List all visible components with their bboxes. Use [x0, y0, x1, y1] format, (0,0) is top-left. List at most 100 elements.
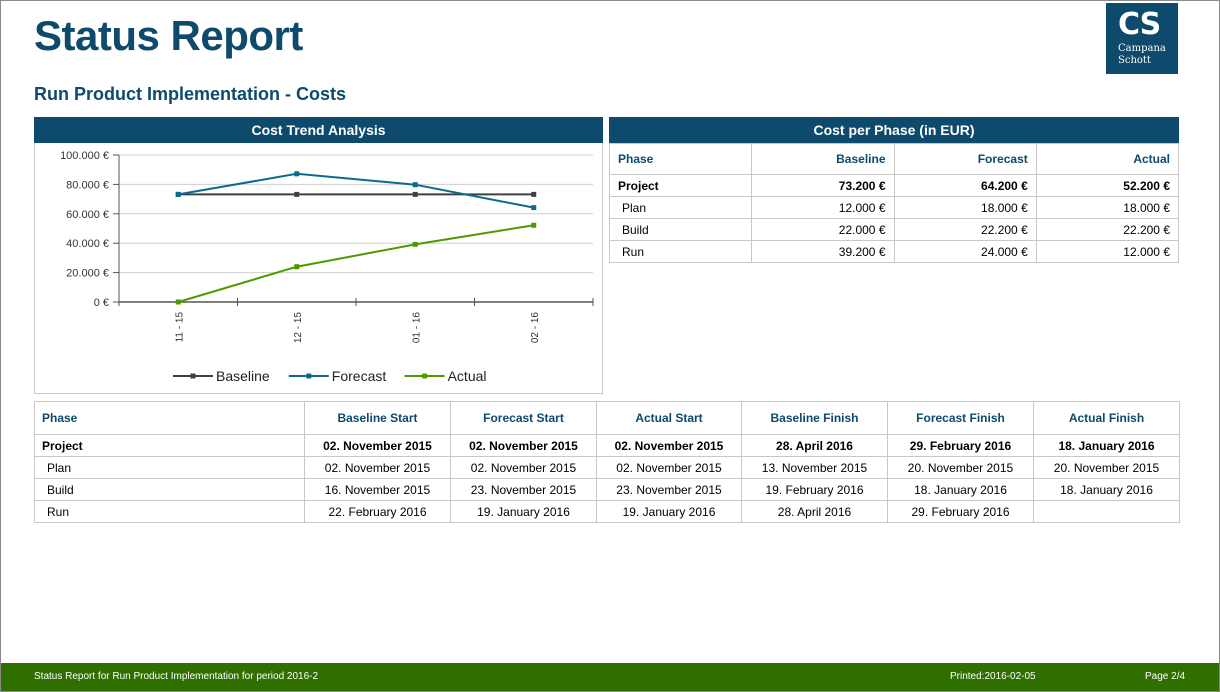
cell-actual-finish: [1033, 500, 1180, 523]
cell-forecast-finish: 18. January 2016: [887, 478, 1034, 501]
data-point-actual: [175, 299, 181, 305]
legend-label-actual: Actual: [448, 368, 487, 384]
table-row: Build 22.000 € 22.200 € 22.200 €: [608, 218, 1180, 241]
logo-name-line2: Schott: [1118, 55, 1151, 66]
cell-baseline-finish: 28. April 2016: [741, 500, 888, 523]
cell-baseline-start: 16. November 2015: [304, 478, 451, 501]
cell-actual-start: 23. November 2015: [596, 478, 742, 501]
data-point-forecast: [175, 191, 181, 197]
column-header-phase: Phase: [608, 143, 753, 175]
cell-actual: 18.000 €: [1035, 196, 1180, 219]
column-header-forecast-start: Forecast Start: [450, 401, 597, 435]
cost-trend-chart: 0 € 20.000 € 40.000 € 60.000 € 80.000 € 100.0…: [60, 150, 594, 384]
legend-marker-baseline: [190, 373, 196, 379]
cell-baseline: 12.000 €: [751, 196, 895, 219]
cell-actual: 22.200 €: [1035, 218, 1180, 241]
cell-baseline-finish: 13. November 2015: [741, 456, 888, 479]
table-row: Project 02. November 2015 02. November 2…: [34, 434, 1180, 457]
phase-dates-panel: Phase Baseline Start Forecast Start Actu…: [34, 401, 1180, 523]
footer-report-label: Status Report for Run Product Implementa…: [34, 671, 319, 682]
data-point-baseline: [294, 191, 300, 197]
cell-baseline-start: 02. November 2015: [304, 456, 451, 479]
y-tick-label: 80.000 €: [66, 179, 109, 191]
column-header-phase: Phase: [34, 401, 305, 435]
data-point-actual: [531, 222, 537, 228]
page-title: Status Report: [34, 12, 303, 59]
cost-per-phase-table: Phase Baseline Forecast Actual Project 7…: [608, 143, 1180, 263]
cell-baseline: 73.200 €: [751, 174, 895, 197]
y-tick-label: 0 €: [94, 297, 109, 309]
cost-per-phase-panel: Cost per Phase (in EUR) Phase Baseline F…: [608, 117, 1180, 263]
cell-actual-finish: 18. January 2016: [1033, 478, 1180, 501]
table-row: Run 22. February 2016 19. January 2016 1…: [34, 500, 1180, 523]
cell-baseline: 22.000 €: [751, 218, 895, 241]
data-point-forecast: [531, 205, 537, 211]
x-tick-label: 11 - 15: [174, 312, 185, 343]
series-line-forecast: [178, 172, 534, 209]
data-point-actual: [294, 264, 300, 270]
table-row: Plan 12.000 € 18.000 € 18.000 €: [608, 196, 1180, 219]
column-header-actual-finish: Actual Finish: [1033, 401, 1180, 435]
data-point-actual: [412, 241, 418, 247]
cell-phase: Project: [34, 434, 305, 457]
table-row: Run 39.200 € 24.000 € 12.000 €: [608, 240, 1180, 263]
cell-phase: Plan: [34, 456, 305, 479]
table-header-row: Phase Baseline Start Forecast Start Actu…: [34, 401, 1180, 435]
cell-actual-finish: 18. January 2016: [1033, 434, 1180, 457]
legend-marker-actual: [422, 373, 428, 379]
page-footer: Status Report for Run Product Implementa…: [1, 663, 1219, 691]
cell-actual-start: 19. January 2016: [596, 500, 742, 523]
cell-forecast: 64.200 €: [893, 174, 1037, 197]
page-subtitle: Run Product Implementation - Costs: [34, 84, 347, 104]
cell-baseline: 39.200 €: [751, 240, 895, 263]
cell-baseline-finish: 19. February 2016: [741, 478, 888, 501]
cell-forecast-start: 02. November 2015: [450, 434, 597, 457]
y-tick-label: 40.000 €: [66, 238, 109, 250]
y-tick-label: 100.000 €: [60, 150, 109, 162]
column-header-baseline-finish: Baseline Finish: [741, 401, 888, 435]
cell-forecast: 18.000 €: [893, 196, 1037, 219]
logo-name-line1: Campana: [1118, 43, 1166, 54]
legend-label-baseline: Baseline: [216, 368, 270, 384]
x-tick-label: 02 - 16: [530, 312, 541, 344]
footer-page-number: Page 2/4: [1145, 671, 1186, 682]
cell-baseline-finish: 28. April 2016: [741, 434, 888, 457]
cell-actual: 12.000 €: [1035, 240, 1180, 263]
table-row: Project 73.200 € 64.200 € 52.200 €: [608, 174, 1180, 197]
table-row: Build 16. November 2015 23. November 201…: [34, 478, 1180, 501]
cell-forecast-finish: 29. February 2016: [887, 434, 1034, 457]
x-tick-label: 12 - 15: [293, 312, 304, 344]
cell-actual: 52.200 €: [1035, 174, 1180, 197]
column-header-forecast-finish: Forecast Finish: [887, 401, 1034, 435]
legend-marker-forecast: [306, 373, 312, 379]
cell-actual-finish: 20. November 2015: [1033, 456, 1180, 479]
cell-forecast-start: 23. November 2015: [450, 478, 597, 501]
x-tick-label: 01 - 16: [411, 312, 422, 344]
cell-actual-start: 02. November 2015: [596, 434, 742, 457]
data-point-forecast: [412, 182, 418, 188]
logo-mark: CS: [1118, 7, 1161, 42]
cell-baseline-start: 02. November 2015: [304, 434, 451, 457]
company-logo: CS Campana Schott: [1106, 3, 1178, 74]
column-header-baseline-start: Baseline Start: [304, 401, 451, 435]
column-header-forecast: Forecast: [893, 143, 1037, 175]
cell-forecast-start: 02. November 2015: [450, 456, 597, 479]
cost-per-phase-heading: Cost per Phase (in EUR): [609, 117, 1179, 143]
y-tick-label: 20.000 €: [66, 268, 109, 280]
column-header-actual-start: Actual Start: [596, 401, 742, 435]
legend-label-forecast: Forecast: [332, 368, 387, 384]
table-row: Plan 02. November 2015 02. November 2015…: [34, 456, 1180, 479]
y-tick-label: 60.000 €: [66, 209, 109, 221]
column-header-baseline: Baseline: [751, 143, 895, 175]
cell-phase: Project: [608, 174, 753, 197]
column-header-actual: Actual: [1035, 143, 1180, 175]
data-point-baseline: [531, 191, 537, 197]
cost-trend-panel: Cost Trend Analysis 0 € 20.000 € 40.000 € 6…: [34, 117, 603, 394]
cell-baseline-start: 22. February 2016: [304, 500, 451, 523]
cell-forecast-finish: 20. November 2015: [887, 456, 1034, 479]
cell-actual-start: 02. November 2015: [596, 456, 742, 479]
cell-forecast-start: 19. January 2016: [450, 500, 597, 523]
series-line-actual: [177, 224, 534, 303]
phase-dates-table: Phase Baseline Start Forecast Start Actu…: [34, 401, 1180, 523]
cell-phase: Build: [608, 218, 753, 241]
